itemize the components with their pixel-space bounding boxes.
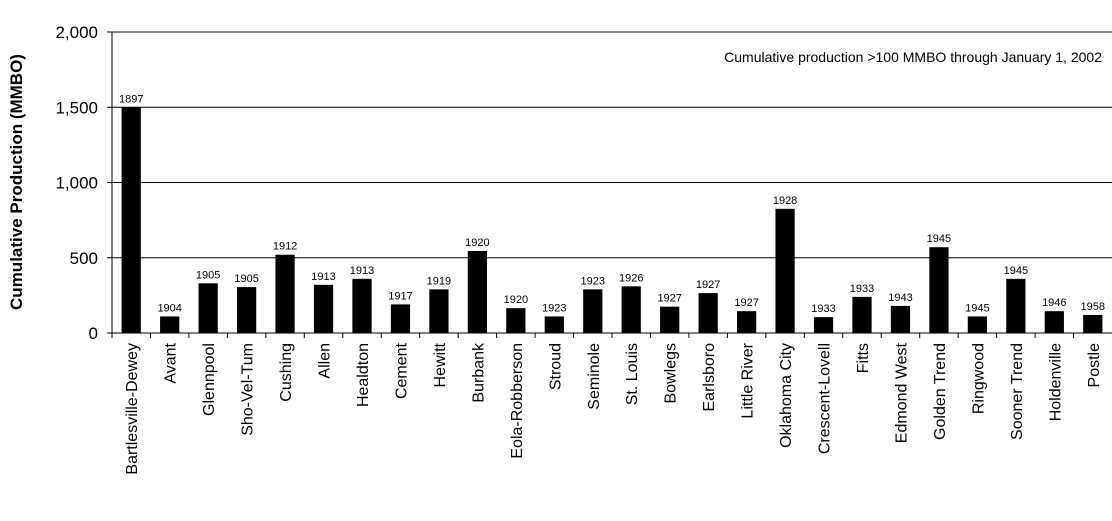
bar bbox=[506, 308, 526, 333]
x-tick-label: Earlsboro bbox=[701, 343, 718, 412]
x-tick-label: Burbank bbox=[470, 342, 487, 403]
bar bbox=[1006, 278, 1026, 333]
bar-annotation: 1946 bbox=[1042, 297, 1066, 309]
annotation: Cumulative production >100 MMBO through … bbox=[724, 49, 1102, 65]
bar-annotation: 1927 bbox=[734, 297, 758, 309]
bar bbox=[160, 316, 180, 333]
x-tick-label: Eola-Robberson bbox=[509, 343, 526, 459]
y-axis-title: Cumulative Production (MMBO) bbox=[7, 54, 26, 310]
bar bbox=[890, 305, 911, 333]
x-tick-label: Avant bbox=[163, 342, 180, 383]
bar bbox=[621, 286, 641, 333]
y-tick-label: 2,000 bbox=[55, 23, 98, 42]
x-tick-label: Edmond West bbox=[893, 342, 910, 443]
bar-annotation: 1919 bbox=[427, 275, 451, 287]
bar-annotation: 1897 bbox=[119, 93, 143, 105]
bar bbox=[390, 304, 411, 333]
x-tick-label: Bartlesville-Dewey bbox=[124, 343, 141, 475]
bar-annotation: 1945 bbox=[927, 233, 951, 245]
bar-annotation: 1920 bbox=[465, 237, 489, 249]
x-tick-label: Postle bbox=[1086, 343, 1103, 388]
bar-annotation: 1904 bbox=[157, 302, 181, 314]
x-tick-label: St. Louis bbox=[624, 343, 641, 405]
x-tick-label: Crescent-Lovell bbox=[817, 343, 834, 454]
bar bbox=[1044, 311, 1064, 333]
x-tick-label: Cushing bbox=[278, 343, 295, 402]
bar bbox=[967, 316, 987, 333]
bar-annotation: 1913 bbox=[350, 265, 374, 277]
x-tick-label: Sho-Vel-Tum bbox=[240, 343, 257, 436]
bar-annotation: 1958 bbox=[1081, 301, 1105, 313]
x-tick-label: Allen bbox=[317, 343, 334, 379]
bar-annotation: 1945 bbox=[965, 302, 989, 314]
bar bbox=[929, 247, 949, 333]
bar bbox=[121, 107, 141, 333]
bar-annotation: 1913 bbox=[311, 271, 335, 283]
bar bbox=[583, 289, 603, 333]
x-tick-label: Fitts bbox=[855, 343, 872, 373]
bar bbox=[1083, 314, 1103, 333]
bar-annotation: 1920 bbox=[504, 294, 528, 306]
bar-annotation: 1927 bbox=[696, 279, 720, 291]
x-tick-label: Sooner Trend bbox=[1009, 343, 1026, 440]
bar-annotation: 1912 bbox=[273, 241, 297, 253]
bar-annotation: 1923 bbox=[581, 275, 605, 287]
bar-annotation: 1933 bbox=[811, 303, 835, 315]
bar bbox=[352, 278, 372, 333]
x-tick-label: Little River bbox=[740, 342, 757, 418]
x-tick-label: Cement bbox=[393, 342, 410, 399]
bar bbox=[813, 317, 834, 333]
x-tick-label: Stroud bbox=[547, 343, 564, 390]
bar bbox=[429, 289, 449, 333]
bar-annotation: 1945 bbox=[1004, 265, 1028, 277]
bar-annotation: 1905 bbox=[234, 273, 258, 285]
y-tick-label: 500 bbox=[70, 249, 98, 268]
x-tick-label: Healdton bbox=[355, 343, 372, 407]
bar bbox=[275, 254, 295, 333]
x-tick-label: Glennpool bbox=[201, 343, 218, 416]
bar-annotation: 1928 bbox=[773, 195, 797, 207]
bar bbox=[544, 316, 564, 333]
bar bbox=[198, 283, 218, 333]
bar bbox=[698, 293, 718, 333]
x-tick-label: Bowlegs bbox=[663, 343, 680, 403]
bar bbox=[237, 287, 257, 333]
y-tick-label: 0 bbox=[89, 324, 98, 343]
bar bbox=[313, 284, 334, 333]
bar bbox=[737, 311, 757, 333]
x-tick-label: Holdenville bbox=[1047, 343, 1064, 421]
y-tick-label: 1,000 bbox=[55, 174, 98, 193]
bar-annotation: 1905 bbox=[196, 269, 220, 281]
x-tick-label: Hewitt bbox=[432, 342, 449, 387]
bar bbox=[775, 208, 795, 333]
bar bbox=[467, 250, 487, 333]
x-tick-label: Oklahoma City bbox=[778, 343, 795, 448]
bar bbox=[660, 306, 680, 333]
x-tick-label: Golden Trend bbox=[932, 343, 949, 440]
bar-annotation: 1923 bbox=[542, 302, 566, 314]
bar-annotation: 1933 bbox=[850, 283, 874, 295]
bar bbox=[852, 296, 872, 333]
y-tick-label: 1,500 bbox=[55, 98, 98, 117]
x-tick-label: Seminole bbox=[586, 343, 603, 410]
bar-annotation: 1917 bbox=[388, 290, 412, 302]
bar-annotation: 1943 bbox=[888, 292, 912, 304]
x-tick-label: Ringwood bbox=[970, 343, 987, 414]
bar-annotation: 1927 bbox=[657, 293, 681, 305]
bar-annotation: 1926 bbox=[619, 272, 643, 284]
